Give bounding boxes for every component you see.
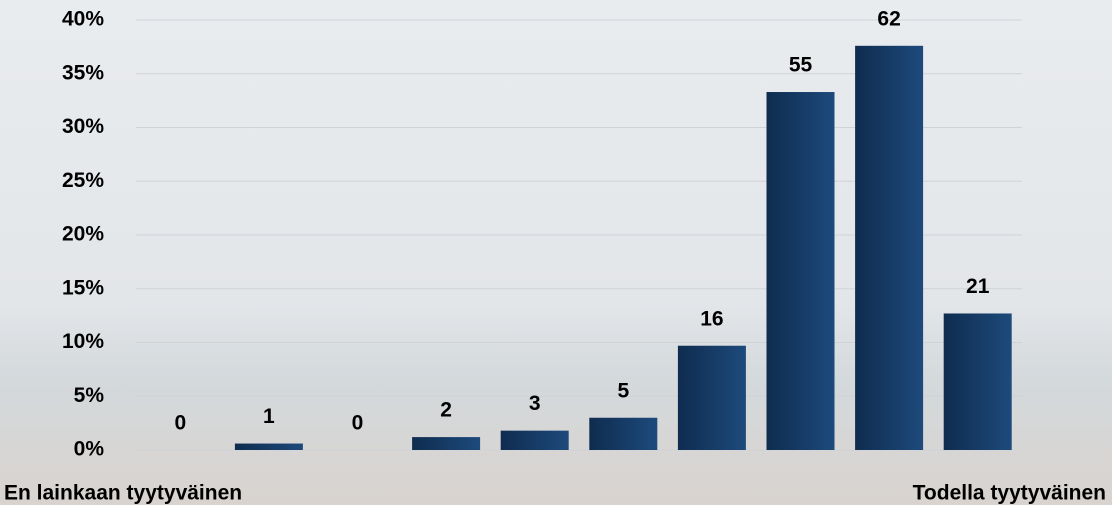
bar <box>412 437 481 450</box>
bar <box>855 45 924 451</box>
y-tick-label: 25% <box>62 169 104 192</box>
y-tick-label: 0% <box>74 438 105 461</box>
y-tick-label: 10% <box>62 330 104 353</box>
y-tick-label: 5% <box>74 384 105 407</box>
data-label: 5 <box>617 379 629 402</box>
data-label: 55 <box>789 54 813 77</box>
y-tick-label: 30% <box>62 115 104 138</box>
data-label: 0 <box>352 412 364 435</box>
bar <box>500 430 569 450</box>
data-label: 62 <box>877 7 900 30</box>
y-tick-label: 35% <box>62 61 104 84</box>
y-tick-label: 20% <box>62 223 104 246</box>
data-label: 16 <box>700 307 723 330</box>
scale-high-label: Todella tyytyväinen <box>913 482 1106 505</box>
bar <box>589 417 658 450</box>
y-tick-label: 15% <box>62 276 104 299</box>
data-label: 2 <box>440 399 452 422</box>
data-label: 0 <box>174 412 186 435</box>
y-tick-label: 40% <box>62 8 104 31</box>
bar <box>943 313 1012 450</box>
bar <box>766 92 835 451</box>
data-label: 3 <box>529 392 541 415</box>
data-label: 21 <box>966 275 990 298</box>
bar <box>234 443 303 450</box>
data-label: 1 <box>263 405 275 428</box>
bar <box>677 345 746 450</box>
scale-low-label: En lainkaan tyytyväinen <box>4 482 242 505</box>
